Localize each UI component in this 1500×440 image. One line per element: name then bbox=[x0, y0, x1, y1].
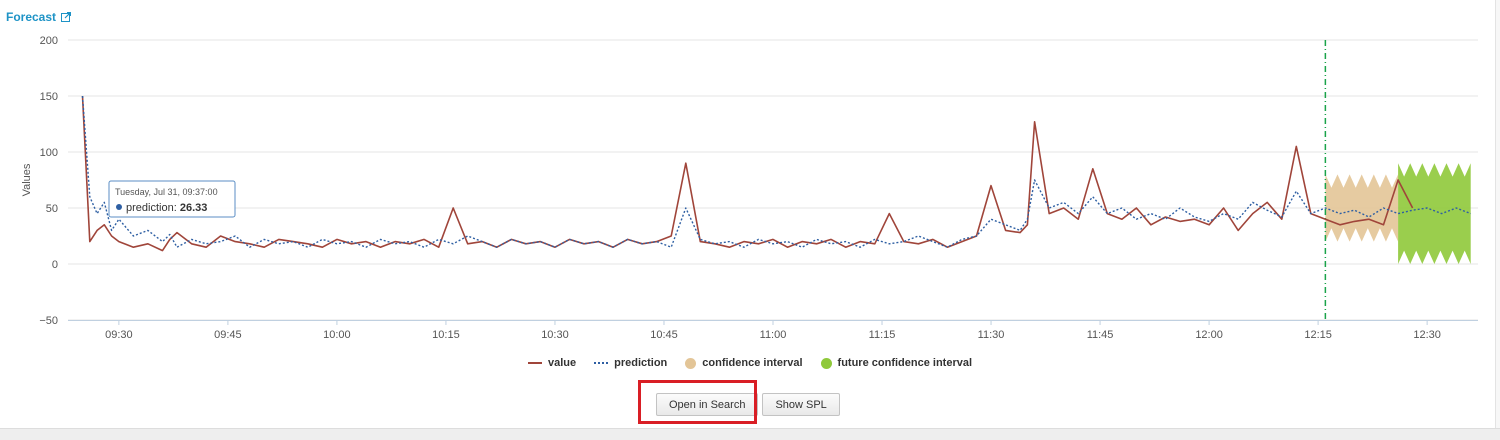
chart-grid bbox=[68, 39, 1478, 321]
legend-item-future-confidence-interval[interactable]: future confidence interval bbox=[820, 357, 973, 369]
x-tick-label: 11:30 bbox=[978, 329, 1005, 341]
prediction-line bbox=[81, 95, 1471, 248]
legend-label: value bbox=[547, 357, 577, 369]
tooltip-date: Tuesday, Jul 31, 09:37:00 bbox=[115, 187, 218, 197]
external-link-icon[interactable] bbox=[61, 12, 72, 22]
x-tick-label: 10:30 bbox=[541, 329, 569, 341]
x-tick-label: 10:15 bbox=[432, 329, 460, 341]
x-tick-label: 10:45 bbox=[650, 329, 678, 341]
x-tick-label: 12:00 bbox=[1195, 329, 1223, 341]
chart-axes: −50 0 50 100 150 200 09:30 09:45 10:00 10:15 10:30… bbox=[21, 35, 1478, 341]
legend-circle-icon bbox=[685, 357, 697, 369]
highlight-annotation-box bbox=[638, 380, 757, 424]
x-tick-label: 12:30 bbox=[1413, 329, 1441, 341]
tooltip-series: prediction: 26.33 bbox=[126, 202, 207, 214]
panel-title[interactable]: Forecast bbox=[6, 10, 72, 24]
chart-lines bbox=[81, 40, 1471, 320]
show-spl-button[interactable]: Show SPL bbox=[762, 393, 840, 416]
x-tick-label: 11:15 bbox=[869, 329, 896, 341]
y-tick-label: −50 bbox=[39, 315, 58, 327]
legend-dotted-line-icon bbox=[594, 362, 609, 364]
panel-footer-bar bbox=[0, 428, 1500, 440]
y-tick-label: 150 bbox=[40, 91, 58, 103]
open-in-search-button[interactable]: Open in Search bbox=[656, 393, 759, 416]
confidence-interval-band bbox=[1325, 174, 1399, 242]
x-tick-label: 09:30 bbox=[105, 329, 133, 341]
chart-tooltip: Tuesday, Jul 31, 09:37:00 prediction: 26… bbox=[108, 180, 236, 218]
legend-line-icon bbox=[527, 362, 542, 364]
x-tick-label: 09:45 bbox=[214, 329, 242, 341]
value-line bbox=[81, 95, 1414, 252]
y-axis-label: Values bbox=[21, 163, 33, 196]
x-tick-label: 10:00 bbox=[323, 329, 351, 341]
tooltip-series-name: prediction bbox=[126, 202, 174, 214]
legend-item-value[interactable]: value bbox=[527, 357, 577, 369]
panel-title-text[interactable]: Forecast bbox=[6, 10, 57, 24]
x-tick-label: 11:00 bbox=[760, 329, 787, 341]
confidence-bands bbox=[1325, 163, 1471, 264]
y-tick-label: 100 bbox=[40, 147, 58, 159]
legend-label: prediction bbox=[614, 357, 668, 369]
legend-item-prediction[interactable]: prediction bbox=[594, 357, 667, 369]
y-tick-label: 50 bbox=[46, 203, 58, 215]
y-tick-label: 200 bbox=[40, 35, 58, 47]
legend-item-confidence-interval[interactable]: confidence interval bbox=[685, 357, 803, 369]
chart-legend: value prediction confidence interval future… bbox=[0, 357, 1500, 369]
x-tick-label: 11:45 bbox=[1087, 329, 1114, 341]
forecast-chart: −50 0 50 100 150 200 09:30 09:45 10:00 10:15 10:30… bbox=[21, 35, 1478, 341]
x-tick-label: 12:15 bbox=[1304, 329, 1332, 341]
legend-label: confidence interval bbox=[702, 357, 803, 369]
legend-label: future confidence interval bbox=[837, 357, 973, 369]
tooltip-marker-icon bbox=[116, 204, 122, 210]
tooltip-value: 26.33 bbox=[180, 202, 208, 214]
scrollbar-track[interactable] bbox=[1495, 0, 1500, 428]
legend-circle-icon bbox=[820, 357, 832, 369]
y-tick-label: 0 bbox=[52, 259, 58, 271]
future-confidence-interval-band bbox=[1398, 163, 1471, 264]
panel-actions: Open in Search Show SPL bbox=[656, 393, 840, 416]
